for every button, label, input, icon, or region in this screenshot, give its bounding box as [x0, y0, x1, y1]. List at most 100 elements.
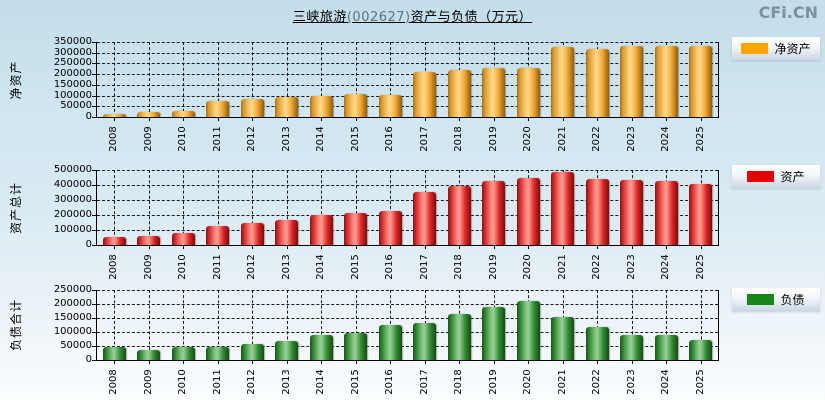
y-tick-mark — [92, 360, 97, 361]
x-tick-mark — [149, 360, 150, 364]
x-tick-mark — [597, 117, 598, 121]
y-tick-label: 250000 — [53, 57, 92, 68]
bar-2022 — [586, 179, 609, 245]
y-tick-mark — [92, 106, 97, 107]
gridline-h — [97, 346, 718, 347]
x-tick-mark — [425, 245, 426, 249]
x-tick-label: 2020 — [522, 254, 533, 280]
x-tick-mark — [632, 245, 633, 249]
bar-2025 — [689, 340, 712, 360]
x-tick-mark — [356, 360, 357, 364]
bar-2010 — [172, 233, 195, 245]
bar-2008 — [103, 237, 126, 245]
gridline-v — [252, 170, 253, 245]
x-tick-mark — [356, 245, 357, 249]
bar-2019 — [482, 68, 505, 117]
y-tick-mark — [92, 318, 97, 319]
x-tick-mark — [183, 117, 184, 121]
bar-2019 — [482, 181, 505, 245]
bar-2009 — [137, 112, 160, 117]
gridline-v — [114, 290, 115, 360]
x-tick-label: 2025 — [695, 254, 706, 280]
bar-2015 — [344, 94, 367, 117]
x-tick-mark — [390, 360, 391, 364]
axis-title-net-assets: 净资产 — [9, 60, 23, 100]
x-tick-mark — [563, 360, 564, 364]
y-tick-mark — [92, 42, 97, 43]
legend-assets: 资产 — [732, 165, 820, 188]
x-tick-label: 2014 — [315, 254, 326, 280]
gridline-h — [97, 215, 718, 216]
gridline-v — [632, 290, 633, 360]
y-tick-label: 200000 — [53, 298, 92, 309]
y-tick-mark — [92, 185, 97, 186]
liabilities-swatch — [747, 294, 775, 305]
y-tick-label: 500000 — [53, 164, 92, 175]
x-tick-mark — [632, 360, 633, 364]
gridline-v — [218, 42, 219, 117]
bar-2025 — [689, 46, 712, 117]
x-tick-label: 2008 — [108, 254, 119, 280]
bar-2010 — [172, 347, 195, 360]
x-tick-mark — [287, 245, 288, 249]
x-tick-label: 2008 — [108, 369, 119, 395]
assets-swatch — [747, 171, 775, 182]
x-tick-mark — [218, 117, 219, 121]
x-tick-mark — [252, 117, 253, 121]
bar-2021 — [551, 317, 574, 360]
x-tick-mark — [701, 360, 702, 364]
gridline-v — [218, 290, 219, 360]
x-tick-mark — [494, 245, 495, 249]
bar-2014 — [310, 215, 333, 245]
x-tick-mark — [321, 245, 322, 249]
bar-2008 — [103, 347, 126, 360]
y-tick-mark — [92, 85, 97, 86]
x-tick-label: 2009 — [143, 126, 154, 152]
bar-2018 — [448, 186, 471, 245]
x-tick-mark — [114, 245, 115, 249]
gridline-v — [183, 170, 184, 245]
gridline-h — [97, 106, 718, 107]
x-tick-mark — [218, 360, 219, 364]
liabilities-plot: 250000 200000 150000 100000 50000 0 2008 2009 20… — [54, 285, 719, 395]
bar-2023 — [620, 46, 643, 117]
gridline-v — [252, 290, 253, 360]
bar-2013 — [275, 220, 298, 245]
x-tick-mark — [563, 245, 564, 249]
gridline-v — [321, 290, 322, 360]
y-tick-mark — [92, 200, 97, 201]
x-tick-mark — [287, 117, 288, 121]
x-tick-mark — [287, 360, 288, 364]
gridline-v — [218, 170, 219, 245]
x-tick-label: 2016 — [384, 126, 395, 152]
net-assets-swatch — [741, 43, 769, 54]
y-tick-label: 100000 — [53, 326, 92, 337]
x-tick-mark — [425, 117, 426, 121]
bar-2012 — [241, 99, 264, 117]
x-tick-mark — [321, 360, 322, 364]
x-tick-mark — [666, 245, 667, 249]
x-tick-label: 2013 — [281, 369, 292, 395]
x-tick-mark — [149, 245, 150, 249]
gridline-v — [149, 170, 150, 245]
y-tick-label: 100000 — [53, 224, 92, 235]
legend-label-net-assets: 净资产 — [774, 41, 811, 56]
gridline-v — [321, 42, 322, 117]
gridline-h — [97, 200, 718, 201]
x-tick-mark — [183, 245, 184, 249]
x-tick-mark — [252, 245, 253, 249]
title-stock-code: (002627) — [346, 10, 411, 25]
gridline-h — [97, 304, 718, 305]
x-tick-label: 2009 — [143, 254, 154, 280]
x-tick-label: 2010 — [177, 254, 188, 280]
bar-2012 — [241, 223, 264, 245]
x-tick-label: 2014 — [315, 369, 326, 395]
x-tick-label: 2015 — [350, 369, 361, 395]
x-tick-label: 2021 — [557, 369, 568, 395]
x-tick-mark — [563, 117, 564, 121]
x-tick-label: 2013 — [281, 126, 292, 152]
x-tick-label: 2024 — [660, 254, 671, 280]
y-tick-mark — [92, 96, 97, 97]
gridline-v — [390, 170, 391, 245]
x-tick-label: 2022 — [591, 369, 602, 395]
